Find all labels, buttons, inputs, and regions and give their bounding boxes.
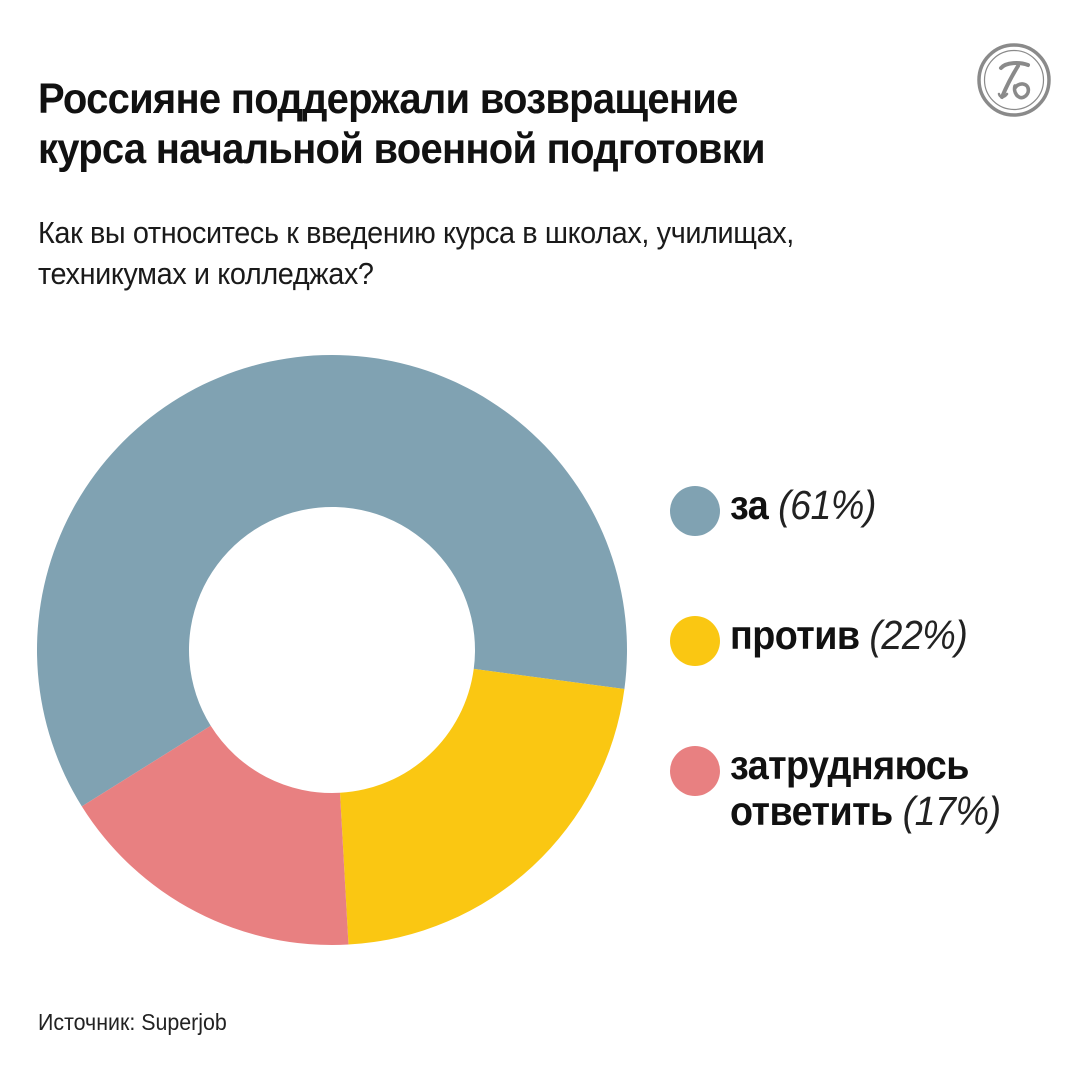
legend-text-3: затрудняюсь ответить (17%) [730,742,1001,834]
donut-slice-2 [339,668,625,945]
legend-swatch-3 [670,746,720,796]
chart-subtitle: Как вы относитесь к введению курса в шко… [38,212,968,294]
legend-label-1-1: за [730,482,769,528]
legend-swatch-1 [670,486,720,536]
legend-swatch-2 [670,616,720,666]
legend-label-2-1: против [730,612,860,658]
legend-text-2: против (22%) [730,612,968,658]
donut-chart [37,354,627,946]
chart-title-line-1: Россияне поддержали возвращение [38,75,738,123]
donut-slice-3 [81,725,349,946]
publication-monogram-icon [977,43,1051,117]
legend-label-3-2: ответить [730,788,893,834]
chart-title-line-2: курса начальной военной подготовки [38,125,766,173]
legend-label-3-1: затрудняюсь [730,742,969,788]
legend-value-2: (22%) [869,612,968,658]
chart-subtitle-line-2: техникумах и колледжах? [38,256,374,291]
legend-text-1: за (61%) [730,482,876,528]
source-note: Источник: Superjob [38,1009,227,1035]
legend-value-3: (17%) [902,788,1001,834]
legend-value-1: (61%) [778,482,876,528]
chart-subtitle-line-1: Как вы относитесь к введению курса в шко… [38,215,794,250]
donut-slice-1 [37,354,627,807]
chart-title: Россияне поддержали возвращение курса на… [38,74,875,174]
